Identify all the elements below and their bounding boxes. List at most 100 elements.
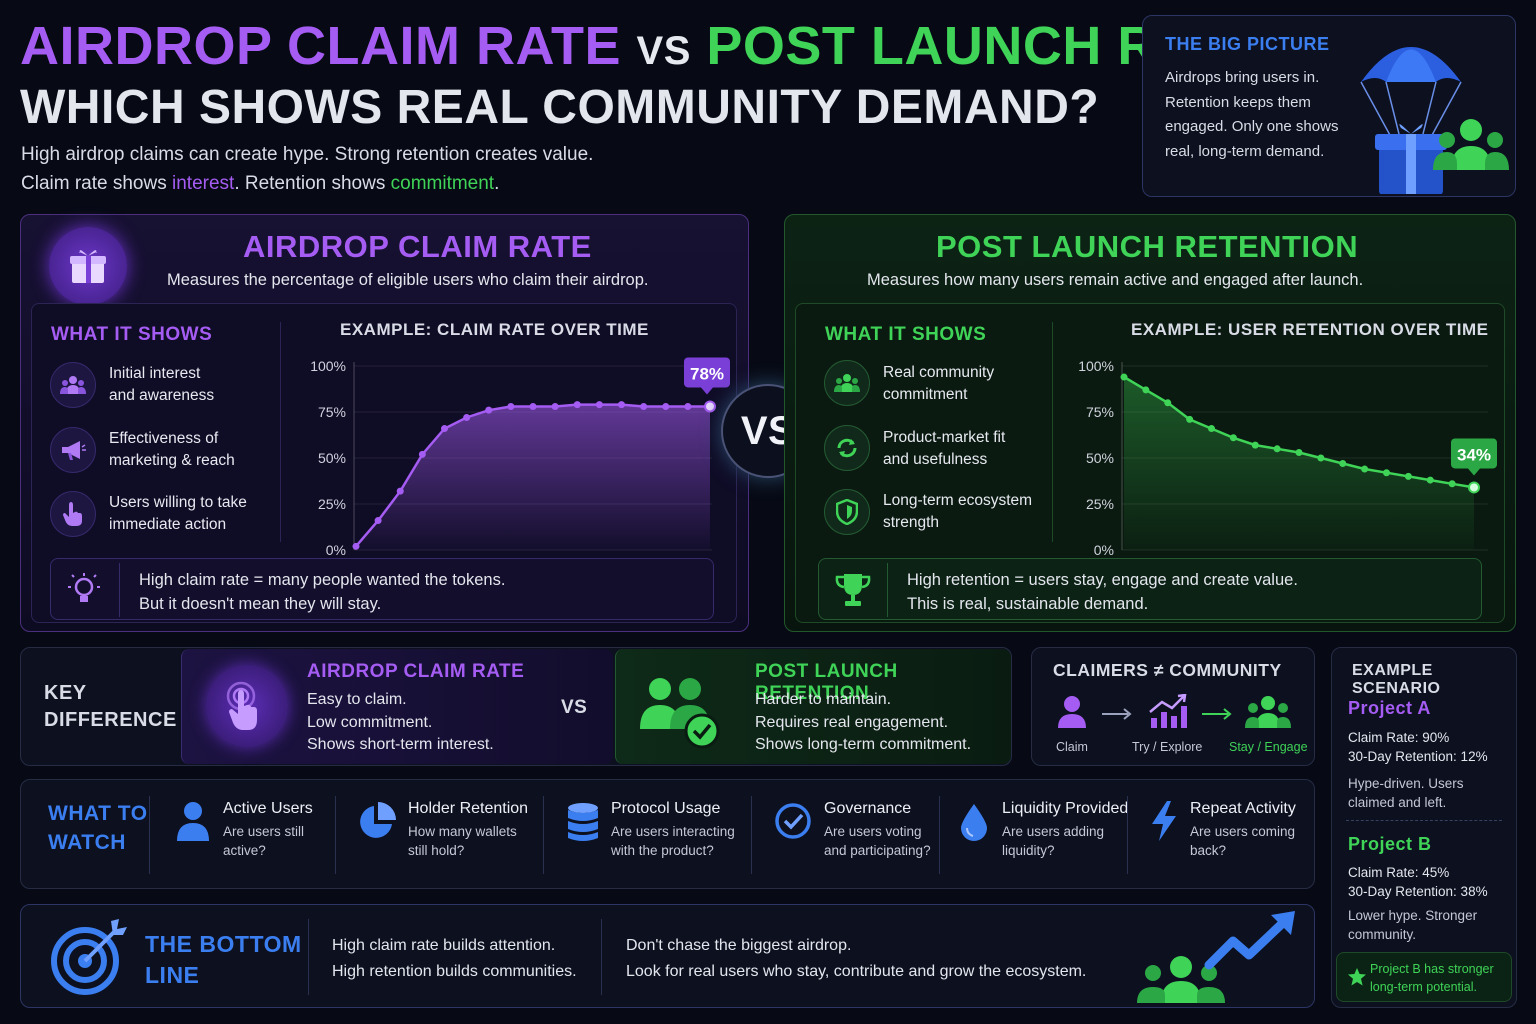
data-point: [441, 425, 448, 433]
claim-rate-title: AIRDROP CLAIM RATE: [243, 229, 592, 264]
big-picture-card: THE BIG PICTURE Airdrops bring users in.…: [1142, 15, 1516, 197]
retention-note-divider: [887, 563, 888, 617]
bottom-line-label: THE BOTTOM LINE: [145, 931, 302, 988]
bottom-line-panel: THE BOTTOM LINE High claim rate builds at…: [20, 904, 1315, 1008]
claim-note-box: High claim rate = many people wanted the…: [50, 558, 714, 620]
callout-pointer: [701, 387, 713, 395]
megaphone-icon: [50, 427, 96, 473]
data-point: [1142, 386, 1150, 394]
claim-note-text: High claim rate = many people wanted the…: [139, 571, 506, 613]
claimers-panel: CLAIMERS ≠ COMMUNITY Claim Try / Explore…: [1031, 647, 1315, 766]
page-intro-line2: Claim rate shows interest. Retention sho…: [21, 173, 500, 194]
data-point: [1468, 481, 1480, 494]
data-point: [1339, 460, 1347, 468]
callout-pointer: [1468, 468, 1480, 476]
big-picture-title: THE BIG PICTURE: [1165, 34, 1330, 54]
retention-item-2: Product-market fit and usefulness: [883, 429, 1006, 468]
commitment-word: commitment: [390, 173, 495, 194]
project-b-note: Lower hype. Stronger community.: [1348, 908, 1478, 942]
retention-note-box: High retention = users stay, engage and …: [818, 558, 1482, 620]
data-point: [418, 450, 426, 458]
callout-label: 78%: [690, 364, 724, 383]
claimers-title: CLAIMERS ≠ COMMUNITY: [1053, 660, 1282, 680]
retention-divider: [1052, 322, 1053, 542]
claim-chart-title: EXAMPLE: CLAIM RATE OVER TIME: [340, 320, 649, 339]
key-claim-title: AIRDROP CLAIM RATE: [307, 661, 525, 682]
bottom-line-text-b: Don't chase the biggest airdrop. Look for…: [626, 937, 1087, 980]
key-vs: VS: [561, 697, 588, 718]
retention-item-3: Long-term ecosystem strength: [883, 492, 1033, 531]
data-point: [1273, 445, 1281, 453]
claim-rate-chart: 100%75%50%25%0%TGE DayDay 7Day 14Day 307…: [310, 357, 730, 558]
scenario-verdict-text: Project B has stronger long-term potentia…: [1370, 962, 1494, 994]
step-explore: Try / Explore: [1132, 740, 1203, 754]
data-point: [1164, 399, 1172, 407]
data-point: [662, 402, 670, 410]
data-point: [1186, 415, 1194, 423]
watch-liquidity: Liquidity Provided Are users adding liqu…: [1002, 800, 1129, 858]
lightbulb-icon: [68, 573, 100, 602]
bottom-line-text-a: High claim rate builds attention. High re…: [332, 937, 577, 980]
key-claim-box: AIRDROP CLAIM RATE Easy to claim. Low com…: [181, 649, 613, 764]
data-point: [396, 487, 404, 495]
y-tick-label: 100%: [1078, 358, 1114, 374]
y-tick-label: 0%: [326, 542, 346, 558]
checkmark-circle-icon: [775, 803, 811, 839]
what-to-watch-label: WHAT TO WATCH: [48, 802, 148, 854]
shield-icon: [824, 489, 870, 535]
key-claim-lines: Easy to claim. Low commitment. Shows short…: [307, 691, 494, 753]
data-point: [618, 401, 625, 409]
y-tick-label: 100%: [310, 358, 346, 374]
data-point: [1317, 454, 1325, 462]
what-to-watch-panel: WHAT TO WATCH Active Users Are users stil…: [20, 779, 1315, 889]
data-point: [1208, 425, 1215, 433]
target-icon: [51, 919, 127, 995]
data-point: [485, 406, 493, 414]
series-area: [1124, 377, 1474, 550]
big-picture-text: Airdrops bring users in. Retention keeps…: [1165, 69, 1339, 160]
claim-item-1: Initial interest and awareness: [109, 365, 215, 404]
project-a-stats: Claim Rate: 90% 30-Day Retention: 12%: [1348, 730, 1488, 764]
claim-rate-desc: Measures the percentage of eligible user…: [167, 271, 649, 289]
step-engage: Stay / Engage: [1229, 740, 1308, 754]
key-retention-lines: Harder to maintain. Requires real engagem…: [755, 691, 972, 753]
retention-title: POST LAUNCH RETENTION: [936, 229, 1359, 264]
title-vs: VS: [636, 29, 691, 73]
key-difference-label: KEY DIFFERENCE: [44, 682, 177, 731]
callout-badge: [1451, 438, 1497, 469]
data-point: [507, 402, 515, 410]
arrow-right-icon: [1102, 708, 1132, 720]
page-intro-line1: High airdrop claims can create hype. Str…: [21, 144, 594, 165]
refresh-icon: [824, 425, 870, 471]
y-tick-label: 25%: [1086, 496, 1114, 512]
user-icon: [177, 802, 209, 841]
data-point: [529, 402, 537, 410]
data-point: [352, 542, 360, 550]
y-tick-label: 25%: [318, 496, 346, 512]
data-point: [374, 517, 382, 525]
data-point: [573, 401, 581, 409]
retention-chart-title: EXAMPLE: USER RETENTION OVER TIME: [1131, 320, 1489, 339]
data-point: [1229, 434, 1237, 442]
droplet-icon: [961, 804, 987, 841]
retention-desc: Measures how many users remain active an…: [867, 271, 1364, 289]
project-b-name: Project B: [1348, 834, 1432, 854]
bottom-divider-1: [308, 919, 309, 995]
gift-icon: [49, 227, 127, 305]
data-point: [463, 414, 471, 422]
star-icon: [1348, 968, 1366, 986]
y-tick-label: 0%: [1094, 542, 1114, 558]
example-scenario-panel: EXAMPLE SCENARIO Project A Claim Rate: 9…: [1331, 647, 1517, 1008]
key-retention-title: POST LAUNCH RETENTION: [755, 661, 898, 704]
data-point: [1120, 373, 1128, 381]
community-icon: [1433, 119, 1509, 170]
scenario-title: EXAMPLE SCENARIO: [1352, 662, 1441, 697]
team-icon: [1245, 696, 1291, 728]
data-point: [684, 402, 692, 410]
data-point: [551, 402, 559, 410]
parachute-gift-icon: [1360, 47, 1462, 194]
retention-inner: WHAT IT SHOWS Real community commitment P…: [795, 303, 1505, 623]
data-point: [1426, 476, 1434, 484]
group-icon: [824, 360, 870, 406]
claim-item-3: Users willing to take immediate action: [109, 494, 247, 533]
